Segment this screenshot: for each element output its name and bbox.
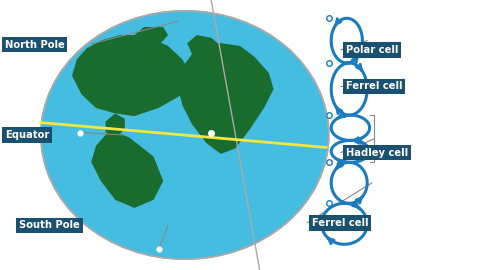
Polygon shape <box>72 35 192 116</box>
Text: South Pole: South Pole <box>19 220 80 231</box>
Text: Ferrel cell: Ferrel cell <box>312 218 369 228</box>
Text: Polar cell: Polar cell <box>346 45 398 55</box>
Text: Equator: Equator <box>5 130 49 140</box>
Polygon shape <box>178 43 274 154</box>
Text: Hadley cell: Hadley cell <box>346 147 408 158</box>
Polygon shape <box>91 130 163 208</box>
Polygon shape <box>106 113 125 138</box>
Text: Ferrel cell: Ferrel cell <box>346 81 402 92</box>
Polygon shape <box>187 35 221 54</box>
Polygon shape <box>130 27 168 49</box>
Text: North Pole: North Pole <box>5 39 64 50</box>
Ellipse shape <box>41 11 329 259</box>
